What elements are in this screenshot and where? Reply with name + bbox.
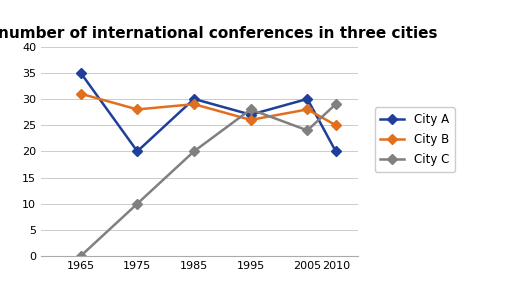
City B bbox=[248, 118, 254, 122]
Line: City A: City A bbox=[77, 69, 339, 155]
City C bbox=[333, 102, 339, 106]
Line: City B: City B bbox=[77, 90, 339, 129]
City B bbox=[134, 108, 140, 111]
City A bbox=[191, 97, 197, 101]
City C bbox=[77, 254, 83, 258]
City B bbox=[77, 92, 83, 95]
City A bbox=[333, 150, 339, 153]
City C bbox=[134, 202, 140, 205]
City A bbox=[304, 97, 310, 101]
Title: The number of international conferences in three cities: The number of international conferences … bbox=[0, 26, 438, 41]
City A bbox=[134, 150, 140, 153]
City A bbox=[77, 71, 83, 74]
City C bbox=[248, 108, 254, 111]
City B bbox=[304, 108, 310, 111]
City A bbox=[248, 113, 254, 116]
City C bbox=[191, 150, 197, 153]
City B bbox=[333, 123, 339, 127]
Line: City C: City C bbox=[77, 101, 339, 260]
Legend: City A, City B, City C: City A, City B, City C bbox=[375, 107, 455, 172]
City C bbox=[304, 129, 310, 132]
City B bbox=[191, 102, 197, 106]
